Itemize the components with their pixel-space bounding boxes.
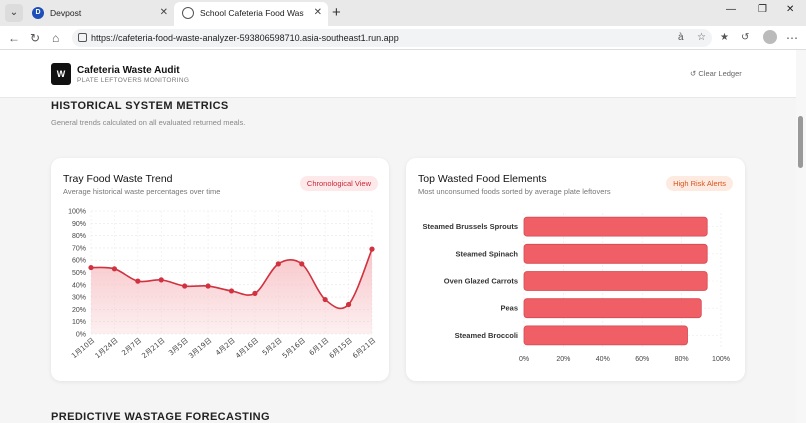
app-header: W Cafeteria Waste Audit PLATE LEFTOVERS … xyxy=(0,50,796,98)
y-tick-label: 70% xyxy=(72,245,86,252)
history-icon[interactable]: ↺ xyxy=(741,32,750,43)
y-tick-label: 50% xyxy=(72,270,86,277)
food-bar xyxy=(523,271,708,291)
clear-ledger-label: Clear Ledger xyxy=(698,69,742,78)
close-tab-icon[interactable]: ✕ xyxy=(159,7,168,18)
data-point xyxy=(228,288,235,294)
top-wasted-chart: 0% 20% 40% 60% 80% 100% Steamed Brussels Sprou… xyxy=(423,213,730,363)
address-bar: ← ↻ ⌂ https://cafeteria-food-waste-analy… xyxy=(0,26,806,50)
site-info-icon[interactable] xyxy=(78,33,87,42)
tab-title: Devpost xyxy=(50,8,82,18)
restore-icon[interactable]: ❐ xyxy=(758,4,767,15)
waste-trend-chart: 0% 10% 20% 30% 40% 50% 60% 70% 80% 90% 100% 1月10日1月… xyxy=(68,209,377,361)
y-tick-label: 80% xyxy=(72,233,86,240)
y-tick-label: 40% xyxy=(72,282,86,289)
food-bar xyxy=(523,243,708,264)
app-page: W Cafeteria Waste Audit PLATE LEFTOVERS … xyxy=(0,50,796,423)
globe-icon xyxy=(182,7,194,19)
close-window-icon[interactable]: ✕ xyxy=(786,4,795,15)
category-label: Steamed Brussels Sprouts xyxy=(423,222,518,231)
minimize-icon[interactable]: — xyxy=(726,4,736,15)
url-field[interactable]: https://cafeteria-food-waste-analyzer-59… xyxy=(72,29,712,47)
reload-icon[interactable]: ↻ xyxy=(30,31,41,45)
data-point xyxy=(299,261,305,267)
food-bar xyxy=(523,325,688,346)
favorite-star-icon[interactable]: ☆ xyxy=(697,32,706,43)
x-tick-label: 100% xyxy=(712,356,730,363)
x-tick-label: 60% xyxy=(635,356,649,363)
back-icon[interactable]: ← xyxy=(8,31,20,45)
tab-actions-menu-button[interactable]: ⌄ xyxy=(5,4,23,22)
x-tick-label: 0% xyxy=(519,356,529,363)
tab-title: School Cafeteria Food Waste Anal xyxy=(200,8,304,18)
card-subtitle: Average historical waste percentages ove… xyxy=(63,187,221,196)
app-name: Cafeteria Waste Audit xyxy=(77,65,180,76)
y-tick-label: 100% xyxy=(68,209,86,216)
chronological-view-badge: Chronological View xyxy=(299,176,378,191)
data-point xyxy=(345,301,352,308)
x-tick-label: 1月24日 xyxy=(94,336,120,360)
app-subtitle: PLATE LEFTOVERS MONITORING xyxy=(77,77,190,84)
y-tick-label: 20% xyxy=(72,307,86,314)
browser-tab-active[interactable]: School Cafeteria Food Waste Anal ✕ xyxy=(174,2,328,26)
x-tick-label: 3月19日 xyxy=(187,336,213,360)
new-tab-button[interactable]: + xyxy=(332,4,341,21)
section-title: HISTORICAL SYSTEM METRICS xyxy=(51,100,229,112)
category-label: Steamed Spinach xyxy=(455,249,518,258)
y-tick-label: 30% xyxy=(72,295,86,302)
category-label: Peas xyxy=(500,304,518,313)
page-scrollbar[interactable] xyxy=(796,50,806,423)
x-tick-label: 20% xyxy=(556,356,570,363)
data-point xyxy=(135,278,141,284)
food-bar xyxy=(523,216,708,237)
data-point xyxy=(182,283,188,289)
data-point xyxy=(88,264,94,271)
high-risk-badge: High Risk Alerts xyxy=(666,176,733,191)
x-tick-label: 40% xyxy=(596,356,610,363)
close-tab-icon[interactable]: ✕ xyxy=(313,7,322,18)
favorites-icon[interactable]: ★ xyxy=(720,32,729,43)
y-tick-label: 90% xyxy=(72,221,86,228)
data-point xyxy=(369,246,375,252)
y-tick-label: 60% xyxy=(72,258,86,265)
home-icon[interactable]: ⌂ xyxy=(52,31,60,45)
food-bar xyxy=(523,298,702,319)
data-point xyxy=(322,296,328,303)
y-tick-label: 0% xyxy=(76,332,86,339)
url-text: https://cafeteria-food-waste-analyzer-59… xyxy=(91,33,399,43)
top-wasted-card: Top Wasted Food Elements Most unconsumed… xyxy=(406,158,745,381)
data-point xyxy=(252,290,258,297)
card-subtitle: Most unconsumed foods sorted by average … xyxy=(418,187,611,196)
more-options-icon[interactable]: ⋯ xyxy=(786,31,798,45)
data-point xyxy=(158,277,164,283)
category-label: Oven Glazed Carrots xyxy=(444,277,518,286)
browser-tab-bar: ⌄ D Devpost ✕ School Cafeteria Food Wast… xyxy=(0,0,806,26)
reset-icon: ↺ xyxy=(690,69,697,78)
data-point xyxy=(275,261,281,267)
data-point xyxy=(205,283,211,289)
x-tick-label: 1月10日 xyxy=(70,336,96,360)
waste-trend-card: Tray Food Waste Trend Average historical… xyxy=(51,158,389,381)
x-tick-label: 80% xyxy=(675,356,689,363)
forecast-section-title: PREDICTIVE WASTAGE FORECASTING xyxy=(51,411,270,423)
x-tick-label: 4月16日 xyxy=(234,336,260,360)
card-title: Tray Food Waste Trend xyxy=(63,173,173,185)
x-tick-label: 6月15日 xyxy=(328,336,354,360)
devpost-icon: D xyxy=(32,7,44,19)
app-logo: W xyxy=(51,63,71,85)
clear-ledger-button[interactable]: ↺ Clear Ledger xyxy=(690,69,742,78)
read-aloud-icon[interactable]: à xyxy=(678,32,684,43)
browser-tab-devpost[interactable]: D Devpost ✕ xyxy=(24,2,174,26)
scrollbar-thumb[interactable] xyxy=(798,116,803,168)
x-tick-label: 6月21日 xyxy=(351,336,377,360)
x-tick-label: 2月21日 xyxy=(140,336,166,360)
profile-avatar[interactable] xyxy=(763,30,777,44)
data-point xyxy=(111,266,118,272)
x-tick-label: 5月16日 xyxy=(281,336,307,360)
category-label: Steamed Broccoli xyxy=(455,331,518,340)
card-title: Top Wasted Food Elements xyxy=(418,173,547,185)
y-tick-label: 10% xyxy=(72,319,86,326)
section-subtitle: General trends calculated on all evaluat… xyxy=(51,118,246,127)
